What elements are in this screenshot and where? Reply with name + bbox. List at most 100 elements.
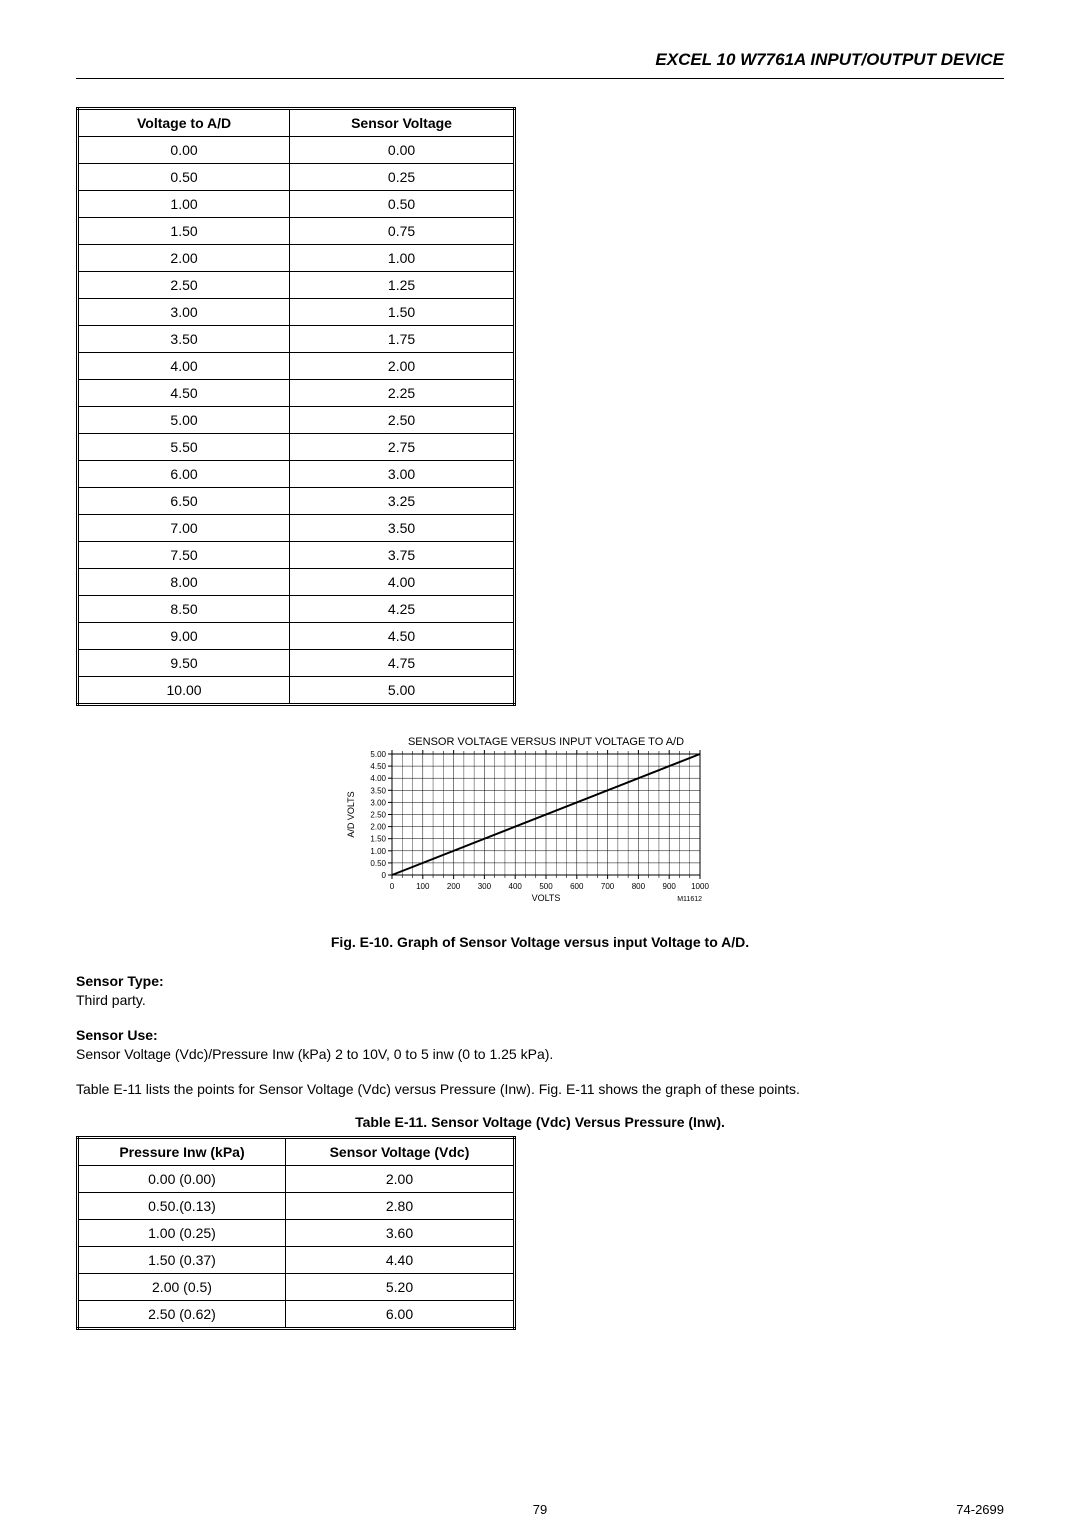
table-row: 0.00 (0.00)2.00 — [78, 1166, 515, 1193]
table-cell: 2.75 — [290, 434, 515, 461]
sensor-type-label: Sensor Type: — [76, 973, 164, 989]
table-row: 10.005.00 — [78, 677, 515, 705]
svg-text:4.50: 4.50 — [370, 762, 386, 771]
table-cell: 2.00 — [290, 353, 515, 380]
table-cell: 1.75 — [290, 326, 515, 353]
sensor-use-value: Sensor Voltage (Vdc)/Pressure Inw (kPa) … — [76, 1046, 553, 1062]
table-cell: 8.00 — [78, 569, 290, 596]
table-row: 0.000.00 — [78, 137, 515, 164]
table-cell: 2.00 (0.5) — [78, 1274, 286, 1301]
header-title: EXCEL 10 W7761A INPUT/OUTPUT DEVICE — [655, 50, 1004, 69]
table-cell: 0.00 (0.00) — [78, 1166, 286, 1193]
table-cell: 6.00 — [285, 1301, 514, 1329]
table-cell: 0.75 — [290, 218, 515, 245]
table-cell: 6.00 — [78, 461, 290, 488]
table-cell: 2.00 — [285, 1166, 514, 1193]
table-cell: 0.50.(0.13) — [78, 1193, 286, 1220]
svg-text:700: 700 — [601, 882, 615, 891]
svg-text:200: 200 — [447, 882, 461, 891]
table-cell: 4.50 — [290, 623, 515, 650]
table-row: 8.004.00 — [78, 569, 515, 596]
table-cell: 2.50 (0.62) — [78, 1301, 286, 1329]
table-row: 0.50.(0.13)2.80 — [78, 1193, 515, 1220]
svg-text:3.00: 3.00 — [370, 798, 386, 807]
svg-text:100: 100 — [416, 882, 430, 891]
table-cell: 4.25 — [290, 596, 515, 623]
table-cell: 10.00 — [78, 677, 290, 705]
table-row: 0.500.25 — [78, 164, 515, 191]
table-row: 7.503.75 — [78, 542, 515, 569]
svg-text:4.00: 4.00 — [370, 774, 386, 783]
table-row: 2.00 (0.5)5.20 — [78, 1274, 515, 1301]
table-cell: 0.25 — [290, 164, 515, 191]
document-number: 74-2699 — [956, 1502, 1004, 1517]
table-cell: 9.50 — [78, 650, 290, 677]
svg-text:1000: 1000 — [691, 882, 709, 891]
table-row: 1.000.50 — [78, 191, 515, 218]
table-cell: 4.40 — [285, 1247, 514, 1274]
table-row: 6.003.00 — [78, 461, 515, 488]
table-cell: 6.50 — [78, 488, 290, 515]
table-cell: 5.20 — [285, 1274, 514, 1301]
table-row: 8.504.25 — [78, 596, 515, 623]
svg-text:SENSOR VOLTAGE VERSUS INPUT VO: SENSOR VOLTAGE VERSUS INPUT VOLTAGE TO A… — [408, 736, 684, 748]
table-cell: 0.50 — [290, 191, 515, 218]
table-row: 6.503.25 — [78, 488, 515, 515]
svg-text:800: 800 — [632, 882, 646, 891]
table-row: 1.00 (0.25)3.60 — [78, 1220, 515, 1247]
table-cell: 4.75 — [290, 650, 515, 677]
table-row: 5.502.75 — [78, 434, 515, 461]
table-row: 2.501.25 — [78, 272, 515, 299]
table2-title: Table E-11. Sensor Voltage (Vdc) Versus … — [76, 1114, 1004, 1130]
figure-caption: Fig. E-10. Graph of Sensor Voltage versu… — [76, 934, 1004, 950]
table-cell: 0.00 — [78, 137, 290, 164]
table-cell: 2.50 — [290, 407, 515, 434]
table-row: 2.50 (0.62)6.00 — [78, 1301, 515, 1329]
table-cell: 2.00 — [78, 245, 290, 272]
table-cell: 3.25 — [290, 488, 515, 515]
table-row: 1.50 (0.37)4.40 — [78, 1247, 515, 1274]
table-cell: 3.00 — [290, 461, 515, 488]
table-cell: 2.50 — [78, 272, 290, 299]
svg-text:300: 300 — [478, 882, 492, 891]
table-cell: 3.60 — [285, 1220, 514, 1247]
svg-text:0: 0 — [390, 882, 395, 891]
table-cell: 1.00 — [78, 191, 290, 218]
svg-text:900: 900 — [663, 882, 677, 891]
table-cell: 7.00 — [78, 515, 290, 542]
svg-text:2.50: 2.50 — [370, 811, 386, 820]
table-header-cell: Voltage to A/D — [78, 109, 290, 137]
table-row: 1.500.75 — [78, 218, 515, 245]
svg-text:A/D VOLTS: A/D VOLTS — [346, 791, 356, 837]
svg-text:600: 600 — [570, 882, 584, 891]
table-row: 7.003.50 — [78, 515, 515, 542]
table-cell: 1.50 (0.37) — [78, 1247, 286, 1274]
table-row: 3.001.50 — [78, 299, 515, 326]
svg-text:5.00: 5.00 — [370, 750, 386, 759]
table-cell: 3.75 — [290, 542, 515, 569]
svg-text:2.00: 2.00 — [370, 823, 386, 832]
table-cell: 2.25 — [290, 380, 515, 407]
table-cell: 3.50 — [290, 515, 515, 542]
table-cell: 4.50 — [78, 380, 290, 407]
table-row: 4.502.25 — [78, 380, 515, 407]
table-row: 4.002.00 — [78, 353, 515, 380]
table-row: 2.001.00 — [78, 245, 515, 272]
svg-text:0.50: 0.50 — [370, 859, 386, 868]
table-header-cell: Sensor Voltage — [290, 109, 515, 137]
table-cell: 1.00 (0.25) — [78, 1220, 286, 1247]
table-intro-paragraph: Table E-11 lists the points for Sensor V… — [76, 1080, 1004, 1099]
voltage-table: Voltage to A/DSensor Voltage 0.000.000.5… — [76, 107, 516, 706]
svg-text:500: 500 — [539, 882, 553, 891]
table-cell: 5.50 — [78, 434, 290, 461]
table-cell: 1.50 — [78, 218, 290, 245]
sensor-use-label: Sensor Use: — [76, 1027, 158, 1043]
page-header: EXCEL 10 W7761A INPUT/OUTPUT DEVICE — [76, 50, 1004, 79]
chart-container: SENSOR VOLTAGE VERSUS INPUT VOLTAGE TO A… — [76, 734, 1004, 920]
table-cell: 0.00 — [290, 137, 515, 164]
table-cell: 4.00 — [290, 569, 515, 596]
svg-text:400: 400 — [509, 882, 523, 891]
table-cell: 1.50 — [290, 299, 515, 326]
table-header-cell: Sensor Voltage (Vdc) — [285, 1138, 514, 1166]
table-cell: 5.00 — [78, 407, 290, 434]
